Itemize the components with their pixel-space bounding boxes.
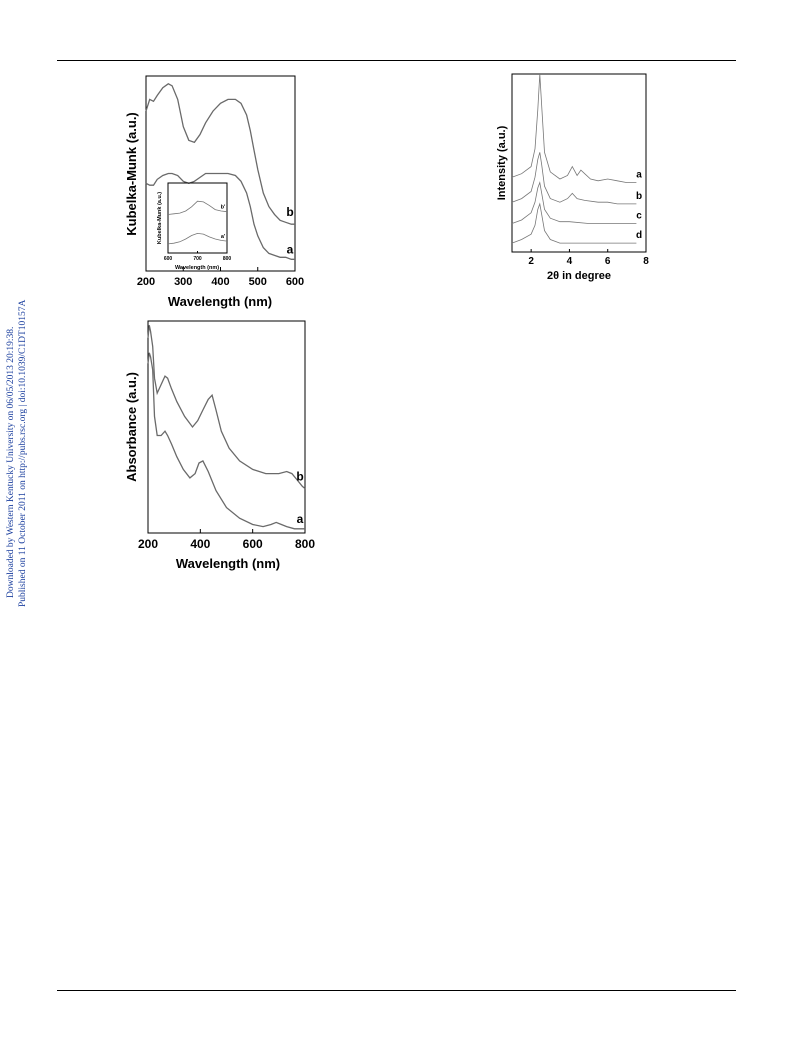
x-tick-label: 800: [223, 256, 232, 262]
x-tick-label: 400: [190, 537, 210, 551]
series-label: d: [636, 230, 642, 241]
series-label: a': [221, 234, 226, 240]
absorbance-svg: 200 400 600 800 b a Wavelength (nm) Absorban…: [124, 320, 315, 571]
series-label: b: [286, 205, 293, 219]
series-label: c: [636, 211, 642, 222]
kubelka-munk-chart: 200 300 400 500 600 b a Wavelength (nm) Kubel…: [118, 70, 313, 320]
inset-x-axis-label: Wavelength (nm): [175, 265, 219, 271]
series-b-line: [145, 83, 295, 225]
series-label: a: [636, 170, 642, 181]
x-tick-label: 200: [137, 276, 155, 288]
download-watermark: Downloaded by Western Kentucky Universit…: [0, 0, 30, 1039]
series-a-line: [147, 352, 305, 530]
x-tick-label: 2: [528, 256, 534, 267]
footer-rule: [57, 990, 736, 991]
series-d-line: [511, 202, 637, 244]
download-notice: Downloaded by Western Kentucky Universit…: [6, 326, 16, 598]
series-label: b: [296, 469, 303, 483]
series-b-prime-line: [167, 200, 228, 215]
series-label: b': [221, 205, 226, 211]
x-tick-label: 6: [605, 256, 611, 267]
x-axis-label: 2θ in degree: [547, 270, 611, 282]
kubelka-munk-svg: 200 300 400 500 600 b a Wavelength (nm) Kubel…: [124, 75, 304, 309]
x-tick-label: 4: [567, 256, 573, 267]
x-tick-label: 800: [295, 537, 315, 551]
series-label: b: [636, 191, 642, 202]
series-label: a: [287, 242, 294, 256]
absorbance-chart: 200 400 600 800 b a Wavelength (nm) Absorban…: [118, 315, 318, 580]
series-a-line: [511, 73, 637, 183]
series-b-line: [147, 325, 306, 490]
x-tick-label: 500: [249, 276, 267, 288]
series-b-line: [511, 152, 637, 205]
x-tick-label: 300: [174, 276, 192, 288]
x-tick-label: 8: [643, 256, 649, 267]
y-axis-label: Intensity (a.u.): [496, 125, 508, 200]
x-tick-label: 400: [211, 276, 229, 288]
x-axis-label: Wavelength (nm): [168, 294, 272, 309]
x-tick-label: 600: [164, 256, 173, 262]
y-axis-label: Kubelka-Munk (a.u.): [124, 112, 139, 236]
plot-frame: [511, 73, 647, 253]
series-label: a: [297, 512, 304, 526]
publication-notice: Published on 11 October 2011 on http://p…: [18, 299, 28, 607]
x-tick-label: 200: [138, 537, 158, 551]
x-tick-label: 600: [243, 537, 263, 551]
x-axis-label: Wavelength (nm): [176, 556, 280, 571]
plot-frame: [147, 320, 306, 534]
x-tick-label: 600: [286, 276, 304, 288]
header-rule: [57, 60, 736, 61]
inset-y-axis-label: Kubelka-Munk (a.u.): [157, 192, 163, 244]
series-a-prime-line: [167, 232, 228, 245]
y-axis-label: Absorbance (a.u.): [124, 372, 139, 482]
series-c-line: [511, 181, 637, 224]
series-a-line: [145, 172, 295, 260]
x-tick-label: 700: [193, 256, 202, 262]
